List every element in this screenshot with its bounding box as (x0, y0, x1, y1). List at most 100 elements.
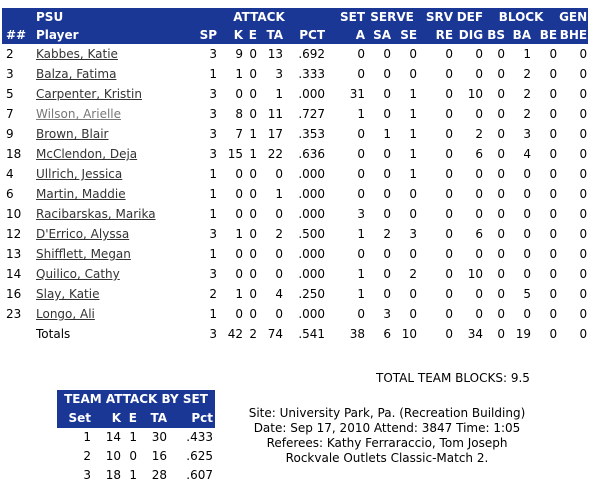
player-name-link[interactable]: Balza, Fatima (36, 67, 117, 81)
set-cell: 30 (151, 430, 167, 444)
stat-cell: 3 (409, 227, 418, 241)
stat-cell: 74 (267, 327, 283, 341)
stat-cell: 0 (579, 127, 588, 141)
stat-cell: 0 (579, 187, 588, 201)
player-name-link[interactable]: Brown, Blair (36, 127, 109, 141)
team-attack-by-set-table: TEAM ATTACK BY SET Set K E TA Pct 1 14 1 30… (57, 390, 215, 485)
player-number: 10 (6, 207, 22, 221)
stat-cell: 0 (357, 147, 366, 161)
stat-cell: 0 (579, 307, 588, 321)
set-cell: 1 (129, 468, 137, 482)
stat-cell: 1 (209, 207, 217, 221)
stat-cell: 1 (209, 247, 217, 261)
stat-cell: 1 (209, 307, 217, 321)
player-name-link[interactable]: Quilico, Cathy (36, 267, 120, 281)
player-name-link[interactable]: Kabbes, Katie (36, 47, 118, 61)
player-rows: 2 Kabbes, Katie 3 9 0 13.692 0 0 0 0 0 0 1 0 0 3 Balza, … (2, 44, 588, 324)
player-number: 2 (6, 47, 14, 61)
col-header: SP (192, 26, 218, 44)
player-row: 23 Longo, Ali 1 0 0 0.000 0 3 0 0 0 0 0 0 0 (2, 304, 588, 324)
stat-cell: 0 (445, 207, 454, 221)
box-score-table: PSU ATTACK SET SERVE SRV DEF BLOCK GEN #… (2, 8, 589, 344)
stat-cell: 8 (235, 107, 243, 121)
stat-cell: 0 (249, 247, 257, 261)
stat-cell: .333 (298, 67, 326, 81)
stat-cell: 0 (249, 227, 257, 241)
stat-cell: 0 (475, 107, 484, 121)
stat-cell: 0 (275, 247, 283, 261)
stat-cell: 2 (409, 267, 418, 281)
col-header: Player (32, 26, 192, 44)
stat-cell: 0 (383, 47, 392, 61)
player-name-link[interactable]: Shifflett, Megan (36, 247, 131, 261)
stat-cell: 0 (497, 287, 506, 301)
player-name-link[interactable]: Wilson, Arielle (36, 107, 122, 121)
stat-cell: 0 (249, 287, 257, 301)
set-table-title: TEAM ATTACK BY SET (57, 390, 215, 409)
stat-cell: .000 (298, 87, 326, 101)
total-team-blocks: TOTAL TEAM BLOCKS: 9.5 (376, 371, 530, 385)
stat-cell: 0 (249, 47, 257, 61)
col-header: E (244, 26, 258, 44)
player-number: 14 (6, 267, 22, 281)
stat-cell: 0 (579, 327, 588, 341)
stat-cell: .541 (298, 327, 326, 341)
stat-cell: 0 (497, 267, 506, 281)
player-row: 4 Ullrich, Jessica 1 0 0 0.000 0 0 1 0 0 0 0 0 0 (2, 164, 588, 184)
stat-cell: .727 (298, 107, 326, 121)
totals-label: Totals (36, 327, 71, 341)
stat-cell: 0 (475, 287, 484, 301)
stat-cell: 6 (383, 327, 392, 341)
stat-cell: 1 (409, 167, 418, 181)
group-gen: GEN (558, 8, 589, 26)
stat-cell: 0 (383, 107, 392, 121)
stat-cell: 0 (579, 147, 588, 161)
player-name-link[interactable]: Martin, Maddie (36, 187, 126, 201)
site-info: Site: University Park, Pa. (Recreation B… (248, 406, 526, 420)
stat-cell: 15 (227, 147, 243, 161)
set-col-header: Set (57, 409, 93, 428)
stat-cell: 0 (523, 307, 532, 321)
stat-cell: 0 (249, 267, 257, 281)
stat-cell: 0 (475, 247, 484, 261)
stat-cell: 0 (445, 47, 454, 61)
player-name-link[interactable]: Longo, Ali (36, 307, 95, 321)
player-name-link[interactable]: Ullrich, Jessica (36, 167, 123, 181)
stat-cell: 0 (445, 167, 454, 181)
stat-cell: 0 (445, 67, 454, 81)
player-number: 13 (6, 247, 22, 261)
player-number: 12 (6, 227, 22, 241)
stat-cell: 0 (275, 167, 283, 181)
stat-cell: .000 (298, 187, 326, 201)
player-row: 5 Carpenter, Kristin 3 0 0 1.000 31 0 1 0 10 0 2 0 0 (2, 84, 588, 104)
stat-cell: 0 (383, 147, 392, 161)
stat-cell: 0 (357, 67, 366, 81)
player-name-link[interactable]: D'Errico, Alyssa (36, 227, 130, 241)
stat-cell: 1 (235, 287, 243, 301)
stat-cell: 0 (579, 87, 588, 101)
player-row: 2 Kabbes, Katie 3 9 0 13.692 0 0 0 0 0 0 1 0 0 (2, 44, 588, 64)
col-header: A (326, 26, 367, 44)
stat-cell: 0 (497, 327, 506, 341)
player-name-link[interactable]: Racibarskas, Marika (36, 207, 156, 221)
stat-cell: 0 (549, 287, 558, 301)
set-cell: .607 (186, 468, 213, 482)
player-name-link[interactable]: Slay, Katie (36, 287, 100, 301)
col-header: PCT (284, 26, 327, 44)
stat-cell: 3 (209, 47, 217, 61)
set-cell: .433 (186, 430, 213, 444)
player-name-link[interactable]: McClendon, Deja (36, 147, 138, 161)
column-header-row: ## Player SP K E TA PCT A SA SE RE DIG B… (2, 26, 589, 44)
stat-cell: 1 (409, 87, 418, 101)
stat-cell: 0 (445, 147, 454, 161)
set-col-header: TA (139, 409, 169, 428)
stat-cell: 2 (475, 127, 484, 141)
team-name: PSU (32, 8, 192, 26)
stat-cell: 1 (383, 127, 392, 141)
stat-cell: 1 (357, 287, 366, 301)
stat-cell: 0 (235, 87, 243, 101)
col-header: ## (2, 26, 32, 44)
player-row: 7 Wilson, Arielle 3 8 0 11.727 1 0 1 0 0 0 2 0 0 (2, 104, 588, 124)
player-number: 4 (6, 167, 14, 181)
player-name-link[interactable]: Carpenter, Kristin (36, 87, 142, 101)
